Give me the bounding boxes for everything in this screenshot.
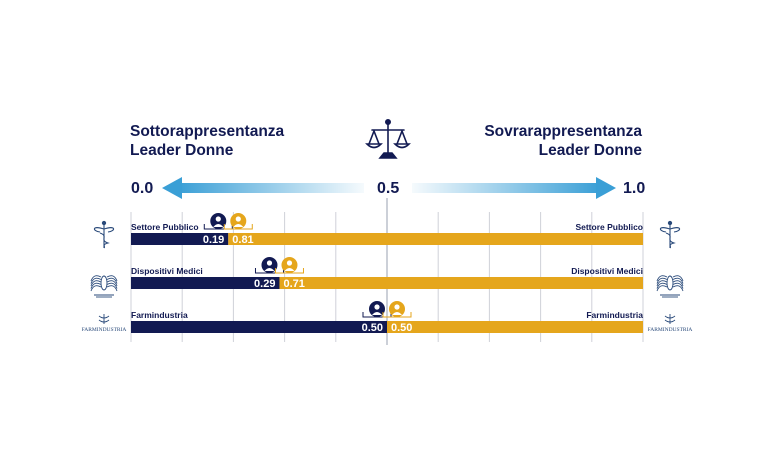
scales-of-justice-icon: [365, 119, 411, 159]
bar-segment-women: [228, 233, 643, 245]
category-label-left: Settore Pubblico: [131, 222, 199, 232]
category-label-right: Dispositivi Medici: [571, 266, 643, 276]
male-doctor-icon: [203, 213, 233, 230]
bar-segment-men: [131, 233, 229, 245]
caduceus-logo: [93, 220, 115, 249]
data-label-women: 0.81: [232, 234, 253, 246]
farmindustria-logo: FARMINDUSTRIA: [648, 314, 693, 333]
title-right-line-2: Leader Donne: [538, 142, 642, 159]
bar-segment-men: [131, 277, 280, 289]
over-representation-title: Sovrarappresentanza Leader Donne: [484, 122, 642, 160]
confindustria-dispositivi-medici-logo: [90, 275, 118, 298]
data-label-men: 0.19: [203, 234, 224, 246]
bar-segment-women: [279, 277, 643, 289]
caduceus-logo: [659, 220, 681, 249]
title-left-line-2: Leader Donne: [130, 142, 234, 159]
under-representation-title: Sottorappresentanza Leader Donne: [130, 122, 284, 160]
data-label-men: 0.29: [254, 278, 275, 290]
axis-min-label: 0.0: [131, 180, 154, 197]
data-label-men: 0.50: [362, 322, 383, 334]
male-doctor-icon: [362, 301, 392, 318]
data-label-women: 0.71: [283, 278, 304, 290]
category-label-left: Farmindustria: [131, 310, 188, 320]
category-label-right: Settore Pubblico: [575, 222, 643, 232]
category-label-left: Dispositivi Medici: [131, 266, 203, 276]
logo-text: FARMINDUSTRIA: [82, 327, 127, 333]
bar-segment-women: [387, 321, 643, 333]
title-left-line-1: Sottorappresentanza: [130, 123, 285, 140]
axis-max-label: 1.0: [623, 180, 646, 197]
right-arrow: [412, 177, 616, 199]
confindustria-dispositivi-medici-logo: [656, 275, 684, 298]
female-doctor-icon: [274, 257, 304, 274]
category-label-right: Farmindustria: [586, 310, 643, 320]
farmindustria-logo: FARMINDUSTRIA: [82, 314, 127, 333]
male-doctor-icon: [254, 257, 284, 274]
axis-mid-label: 0.5: [377, 180, 400, 197]
bar-segment-men: [131, 321, 387, 333]
female-doctor-icon: [382, 301, 412, 318]
logo-text: FARMINDUSTRIA: [648, 327, 693, 333]
left-arrow: [162, 177, 364, 199]
female-doctor-icon: [223, 213, 253, 230]
data-label-women: 0.50: [391, 322, 412, 334]
title-right-line-1: Sovrarappresentanza: [484, 123, 642, 140]
